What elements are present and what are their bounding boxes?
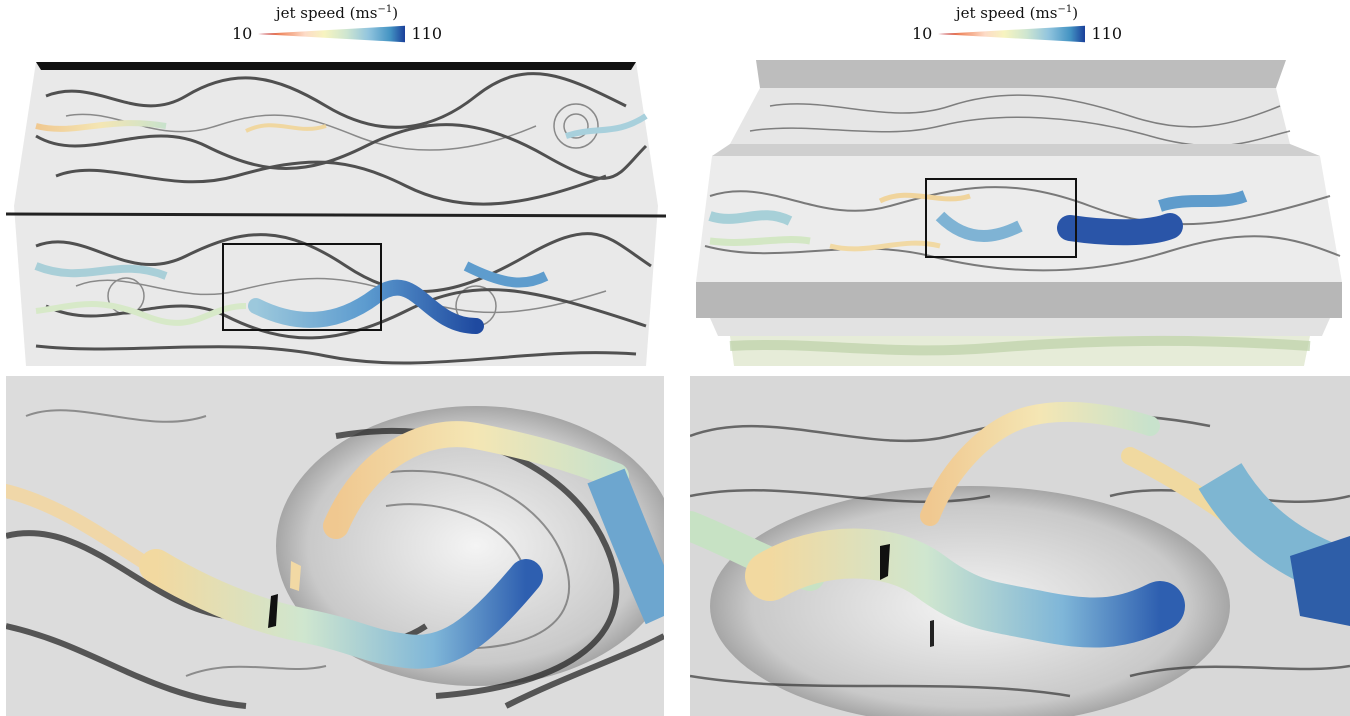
colorbar-max-label: 110: [1091, 24, 1122, 43]
overview-render-left: [6, 62, 666, 366]
colorbar-title: jet speed (ms−1): [275, 4, 399, 22]
zoom-render-right: [690, 376, 1350, 716]
top-right-perspective-panel: [690, 56, 1350, 370]
zoom-box: [222, 243, 382, 331]
bottom-left-zoom-panel: [6, 376, 664, 716]
colorbar: [938, 25, 1086, 42]
zoom-box: [925, 178, 1077, 258]
colorbar-min-label: 10: [912, 24, 933, 43]
colorbar-min-label: 10: [232, 24, 253, 43]
perspective-render-right: [696, 60, 1342, 366]
bottom-right-zoom-panel: [690, 376, 1350, 716]
colorbar-legend-left: jet speed (ms−1) 10 110: [232, 4, 442, 43]
colorbar-title: jet speed (ms−1): [955, 4, 1079, 22]
top-left-overview-panel: [6, 56, 666, 370]
zoom-render-left: [6, 376, 664, 716]
colorbar: [258, 25, 406, 42]
colorbar-legend-right: jet speed (ms−1) 10 110: [912, 4, 1122, 43]
colorbar-max-label: 110: [411, 24, 442, 43]
